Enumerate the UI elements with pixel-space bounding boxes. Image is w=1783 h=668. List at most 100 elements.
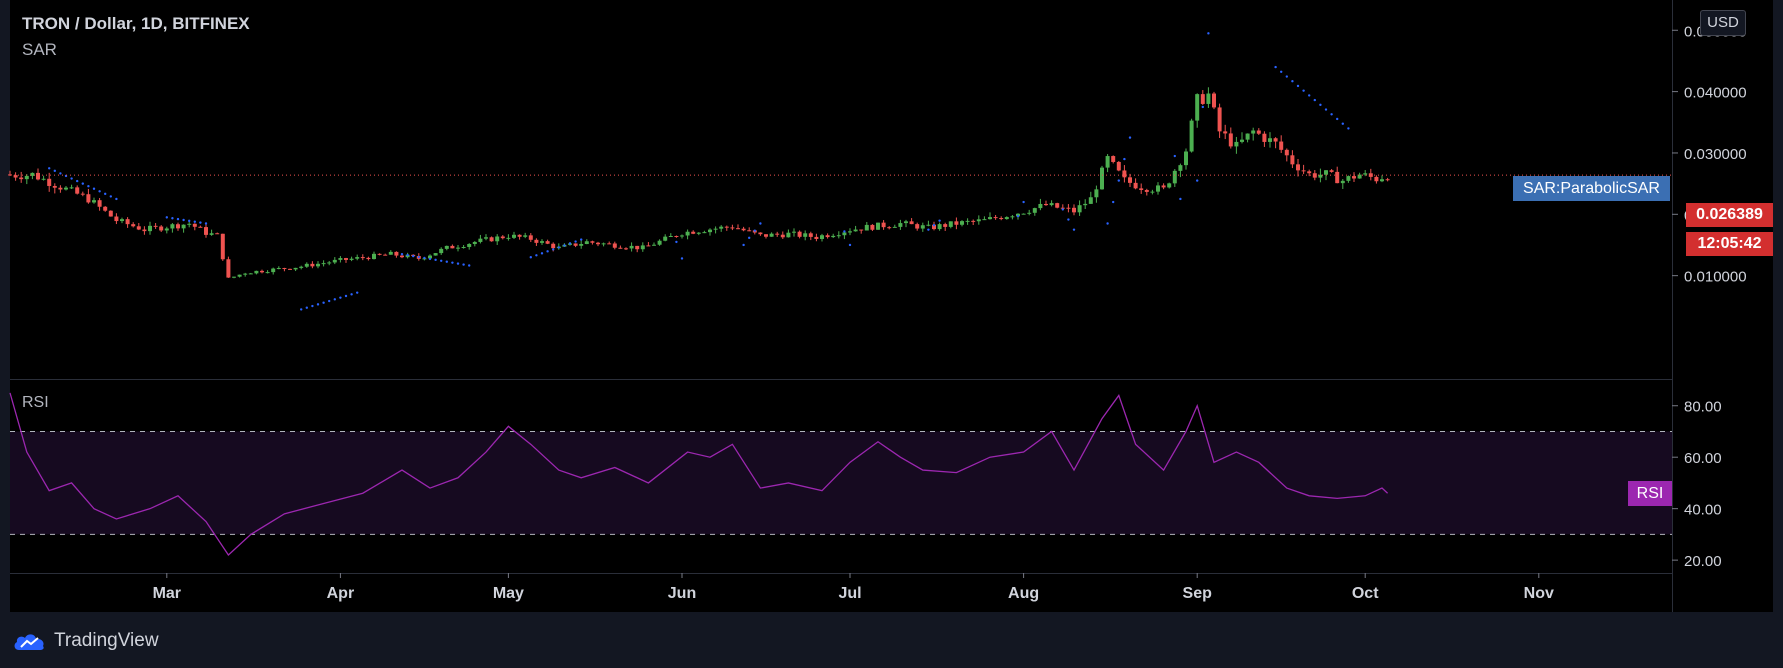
candle-down xyxy=(870,224,875,230)
candle-down xyxy=(1290,155,1295,165)
candle-down xyxy=(528,235,533,240)
currency-button[interactable]: USD xyxy=(1700,10,1746,36)
sar-dot xyxy=(81,182,85,185)
sar-dot xyxy=(1207,32,1210,35)
rsi-line[interactable] xyxy=(9,392,1389,556)
candle-down xyxy=(75,187,80,194)
candle-down xyxy=(1301,170,1306,172)
candle-up xyxy=(506,237,511,239)
candle-up xyxy=(668,236,673,238)
sar-dot xyxy=(193,220,196,223)
sar-dot xyxy=(748,236,751,240)
candle-up xyxy=(657,240,662,245)
sar-dot xyxy=(440,259,443,262)
candle-down xyxy=(612,243,617,248)
candle-up xyxy=(444,245,449,249)
indicator-label-sar[interactable]: SAR xyxy=(22,40,57,59)
candle-down xyxy=(1329,170,1334,172)
candle-up xyxy=(120,219,124,222)
candle-down xyxy=(1139,188,1144,191)
tradingview-logo[interactable]: TradingView xyxy=(12,628,159,654)
candle-down xyxy=(1072,207,1076,213)
candle-up xyxy=(254,270,259,274)
candle-down xyxy=(624,248,628,250)
sar-dot xyxy=(1196,179,1199,182)
candle-up xyxy=(926,224,931,226)
candle-down xyxy=(825,235,830,238)
candle-down xyxy=(596,242,600,245)
sar-dot xyxy=(843,230,846,233)
sar-dot xyxy=(1330,113,1333,116)
candle-up xyxy=(304,263,309,267)
candle-up xyxy=(495,236,500,242)
candle-up xyxy=(601,243,606,245)
candle-up xyxy=(316,263,320,267)
candle-up xyxy=(484,237,488,239)
sar-dot xyxy=(328,299,331,303)
candle-up xyxy=(433,253,438,256)
sar-dot xyxy=(1072,228,1076,231)
sar-dot xyxy=(1280,70,1283,73)
candle-up xyxy=(713,228,718,230)
sar-dot xyxy=(1308,94,1311,97)
candle-up xyxy=(640,245,645,250)
candle-up xyxy=(1363,173,1368,175)
sar-dot xyxy=(412,254,415,258)
candle-up xyxy=(685,231,690,236)
candle-down xyxy=(1128,177,1132,183)
candle-down xyxy=(394,251,399,256)
candle-up xyxy=(708,229,712,233)
sar-dot xyxy=(182,218,185,222)
candle-up xyxy=(1178,165,1183,171)
candle-up xyxy=(1010,216,1015,218)
candle-up xyxy=(937,224,942,230)
candle-down xyxy=(1374,176,1379,182)
candle-down xyxy=(646,245,651,247)
candle-up xyxy=(1027,212,1032,214)
candle-up xyxy=(1032,208,1037,213)
candle-down xyxy=(1055,203,1060,208)
sar-dot xyxy=(1347,127,1350,130)
candle-up xyxy=(1167,183,1172,188)
indicator-label-rsi[interactable]: RSI xyxy=(22,394,49,411)
candle-down xyxy=(1262,133,1267,142)
rsi-tick-label: 80.00 xyxy=(1684,399,1722,416)
sar-dot xyxy=(311,304,314,308)
candle-down xyxy=(220,233,225,260)
sar-dot xyxy=(400,252,404,256)
candle-down xyxy=(282,268,287,270)
sar-dot xyxy=(305,306,308,309)
candle-up xyxy=(1189,120,1194,152)
candle-down xyxy=(52,185,57,188)
cloud-icon xyxy=(14,634,44,650)
candle-down xyxy=(1307,171,1312,174)
sar-dot xyxy=(48,167,51,170)
candle-down xyxy=(758,232,763,235)
candle-up xyxy=(769,233,774,237)
candle-up xyxy=(1100,167,1104,190)
candle-up xyxy=(355,257,360,259)
sar-dot xyxy=(204,222,208,225)
bar-countdown-tag: 12:05:42 xyxy=(1686,232,1773,256)
time-tick-label: Oct xyxy=(1352,585,1379,602)
brand-name: TradingView xyxy=(54,630,159,651)
sar-dot xyxy=(462,263,465,266)
candle-up xyxy=(836,235,841,237)
time-tick-label: Sep xyxy=(1183,585,1213,602)
candle-down xyxy=(730,227,735,229)
candle-up xyxy=(892,226,897,228)
sar-dot xyxy=(344,294,348,298)
sar-dot xyxy=(1324,108,1328,111)
candle-up xyxy=(332,259,337,263)
candle-up xyxy=(702,232,707,234)
candle-up xyxy=(24,175,29,180)
sar-dot xyxy=(70,177,73,180)
candle-down xyxy=(881,222,886,228)
candle-down xyxy=(1385,179,1390,181)
candle-down xyxy=(999,218,1004,220)
candle-down xyxy=(310,263,315,267)
sar-dot xyxy=(92,187,96,190)
rsi-tick-label: 60.00 xyxy=(1684,450,1722,467)
candle-down xyxy=(400,255,404,258)
